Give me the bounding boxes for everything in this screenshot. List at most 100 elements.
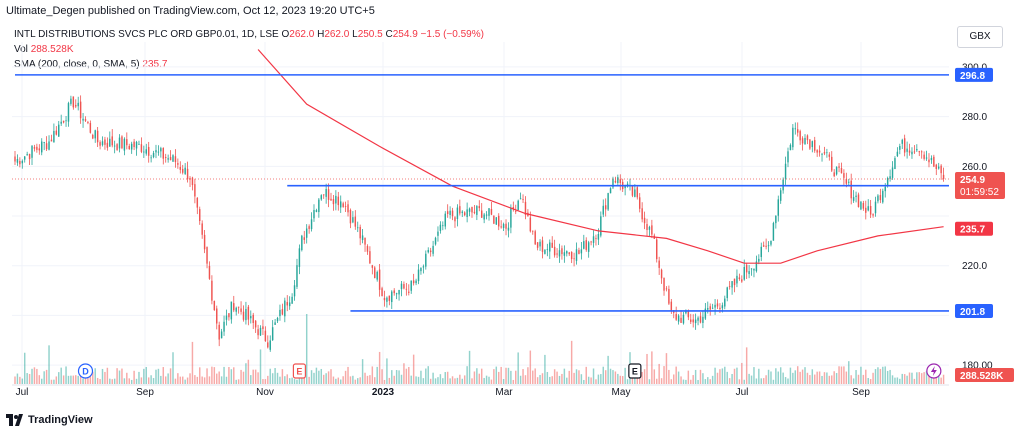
volume-bar: [784, 377, 787, 384]
volume-bar: [14, 376, 16, 384]
volume-bar: [442, 378, 444, 384]
volume-bar: [403, 363, 405, 384]
candle-body: [515, 211, 517, 212]
candle-body: [281, 309, 284, 315]
candle-body: [619, 179, 622, 183]
candle-body: [507, 227, 510, 231]
candle-body: [617, 177, 619, 184]
candle-body: [741, 279, 743, 282]
candle-body: [357, 227, 359, 229]
candle-body: [816, 150, 818, 153]
volume-bar: [111, 379, 113, 384]
candle-body: [101, 141, 104, 146]
time-axis: Jul Sep Nov 2023 Mar May Jul Sep: [16, 387, 871, 398]
volume-bar: [28, 373, 31, 384]
currency-button[interactable]: GBX: [957, 26, 1003, 48]
volume-value: 288.528K: [30, 44, 74, 55]
volume-bar: [82, 378, 84, 384]
candle-body: [903, 138, 906, 153]
candle-body: [206, 247, 208, 264]
candle-body: [770, 240, 772, 245]
candle-body: [446, 211, 449, 214]
candle-body: [721, 305, 724, 309]
level-label-bg: [955, 67, 993, 82]
candle-body: [592, 236, 595, 243]
candle-body: [184, 167, 186, 174]
candle-body: [670, 301, 673, 312]
candle-body: [412, 280, 415, 284]
volume-bar: [838, 366, 840, 384]
candle-body: [393, 290, 395, 294]
candle-body: [920, 151, 923, 153]
volume-bar: [371, 366, 374, 384]
candle-body: [522, 199, 524, 200]
candle-body: [135, 142, 138, 149]
volume-bar: [41, 378, 43, 384]
volume-bar: [658, 363, 660, 384]
candle-body: [150, 157, 152, 159]
volume-bar: [882, 366, 884, 384]
candle-body: [250, 316, 252, 319]
volume-bar: [410, 375, 412, 384]
volume-bar: [840, 366, 843, 384]
volume-bar: [624, 367, 626, 384]
tradingview-brand[interactable]: TradingView: [6, 414, 93, 426]
candle-body: [179, 166, 182, 170]
volume-bar: [860, 366, 862, 384]
candle-body: [96, 130, 99, 143]
candle-body: [818, 150, 821, 153]
candle-body: [279, 309, 281, 317]
volume-bar: [412, 354, 415, 384]
candle-body: [758, 258, 760, 262]
volume-bar: [733, 368, 736, 384]
earnings-marker-letter: E: [296, 367, 302, 377]
candle-body: [575, 249, 578, 261]
candle-body: [473, 211, 476, 213]
volume-bar: [585, 366, 587, 384]
volume-bar: [906, 375, 908, 384]
candle-body: [738, 277, 741, 280]
candle-body: [624, 185, 626, 189]
volume-bar: [203, 377, 206, 384]
volume-bar: [196, 376, 199, 384]
candle-body: [838, 166, 840, 168]
volume-bar: [782, 372, 784, 384]
candle-body: [36, 146, 38, 150]
candle-body: [925, 157, 928, 159]
volume-bar: [128, 378, 130, 384]
sma-label: 235.7: [960, 225, 985, 236]
volume-bar: [634, 378, 636, 384]
volume-bar: [704, 379, 707, 384]
volume-bar: [828, 375, 831, 384]
volume-bar: [818, 371, 821, 384]
candle-body: [899, 146, 901, 150]
volume-bar: [493, 369, 495, 384]
candle-body: [38, 148, 41, 151]
horizontal-lines: [12, 74, 949, 312]
candle-body: [595, 238, 597, 239]
volume-bar: [50, 379, 53, 384]
volume-bar: [857, 374, 860, 384]
candle-body: [121, 136, 123, 149]
volume-bar: [869, 379, 872, 384]
volume-bar: [208, 376, 211, 384]
candle-body: [223, 321, 225, 332]
volume-bar: [762, 378, 765, 384]
volume-bar: [233, 367, 235, 384]
candle-body: [498, 215, 500, 227]
volume-bar: [157, 368, 160, 384]
candle-body: [602, 205, 604, 215]
volume-bar: [711, 375, 714, 384]
volume-bar: [318, 370, 320, 384]
volume-bar: [65, 366, 67, 384]
price-tick-label: 220.0: [962, 261, 987, 272]
candle-body: [84, 119, 87, 121]
candle-body: [823, 152, 826, 154]
volume-bar: [911, 372, 913, 384]
candle-body: [359, 226, 361, 239]
published-line: Ultimate_Degen published on TradingView.…: [6, 5, 375, 17]
candle-body: [437, 231, 439, 236]
volume-bar: [369, 375, 371, 384]
candle-body: [28, 153, 31, 160]
